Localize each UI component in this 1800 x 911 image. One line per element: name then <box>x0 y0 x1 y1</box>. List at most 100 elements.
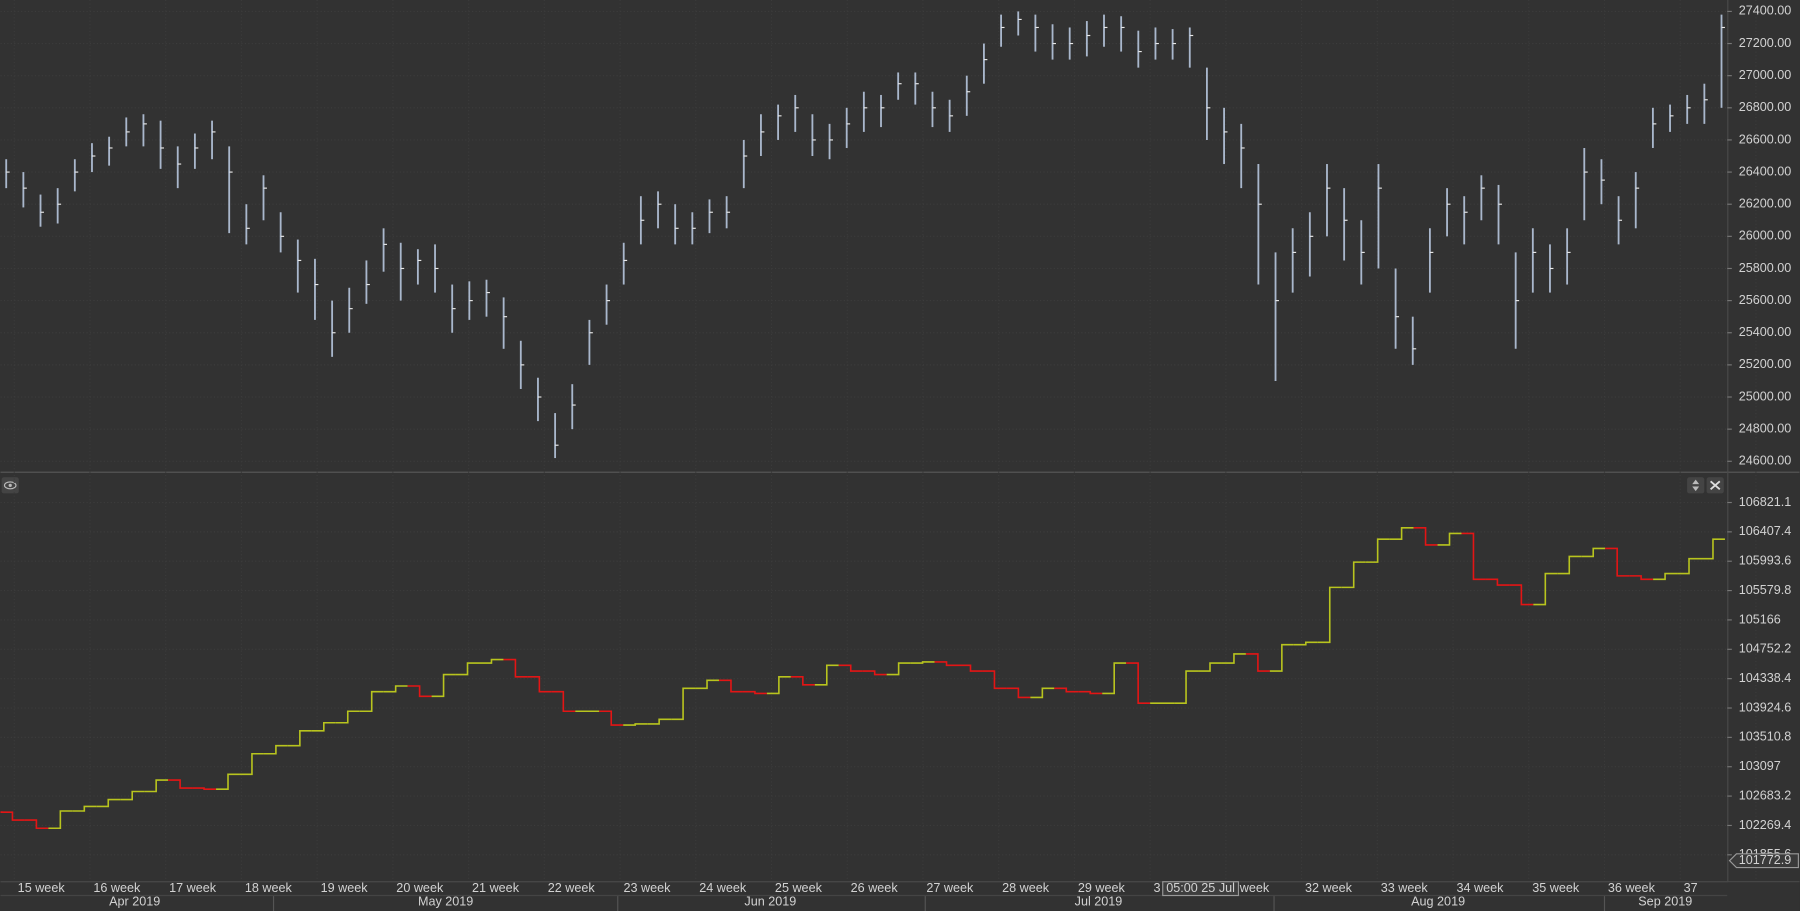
equity-segment <box>790 676 815 686</box>
equity-segment <box>1030 687 1055 699</box>
month-label: Jul 2019 <box>1075 895 1123 909</box>
week-label: 22 week <box>548 881 596 895</box>
month-label: Apr 2019 <box>109 895 160 909</box>
y-tick-label: 26200.00 <box>1739 197 1792 211</box>
equity-segment <box>335 710 360 724</box>
y-tick-label: 106407.4 <box>1739 524 1792 538</box>
equity-segment <box>1078 690 1103 695</box>
eye-icon <box>3 481 17 490</box>
y-tick-label: 103924.6 <box>1739 700 1792 714</box>
equity-segment <box>1174 670 1199 704</box>
week-label: 37 <box>1684 881 1698 895</box>
equity-segment <box>695 679 720 690</box>
week-label: 36 week <box>1608 881 1656 895</box>
y-tick-label: 27400.00 <box>1739 4 1792 18</box>
equity-segment <box>72 805 97 812</box>
equity-segment <box>599 710 624 726</box>
crosshair-label: 05:00 25 Jul <box>1166 881 1235 895</box>
equity-segment <box>1389 526 1414 541</box>
y-tick-label: 25600.00 <box>1739 293 1792 307</box>
equity-segment <box>431 673 456 698</box>
equity-segment <box>168 779 193 789</box>
marker-label: 101772.9 <box>1739 853 1792 867</box>
week-label: 19 week <box>321 881 369 895</box>
equity-segment <box>527 676 552 693</box>
axis-corner <box>1727 882 1800 911</box>
y-tick-label: 25400.00 <box>1739 325 1792 339</box>
equity-segment <box>1677 557 1702 575</box>
week-label: 28 week <box>1002 881 1050 895</box>
week-label: 32 week <box>1305 881 1353 895</box>
close-icon <box>1710 480 1721 491</box>
equity-segment <box>958 664 983 672</box>
y-tick-label: 26600.00 <box>1739 132 1792 146</box>
eye-pupil <box>8 483 12 487</box>
equity-segment <box>287 729 312 747</box>
week-label: 17 week <box>169 881 217 895</box>
resize-icon <box>1692 479 1700 492</box>
week-label: 16 week <box>93 881 141 895</box>
equity-segment <box>1102 662 1127 695</box>
equity-segment <box>766 676 791 695</box>
label-layer: 24600.00 24800.00 25000.00 25200.00 25400.00… <box>18 4 1800 911</box>
month-label: Aug 2019 <box>1411 895 1465 909</box>
equity-segment <box>1126 662 1151 704</box>
close-button[interactable] <box>1706 477 1724 494</box>
equity-segment <box>1437 532 1462 546</box>
y-tick-label: 26800.00 <box>1739 100 1792 114</box>
y-tick-label: 25200.00 <box>1739 357 1792 371</box>
eye-button[interactable] <box>1 477 19 494</box>
equity-segment <box>1509 584 1534 606</box>
week-label: 23 week <box>623 881 671 895</box>
equity-segment <box>1485 578 1510 586</box>
equity-segment <box>934 661 959 667</box>
equity-segment <box>719 679 743 693</box>
equity-segment <box>311 721 336 732</box>
resize-button-bg[interactable] <box>1687 477 1705 494</box>
equity-segment <box>1341 561 1366 589</box>
y-tick-label: 105993.6 <box>1739 554 1792 568</box>
equity-segment <box>814 664 839 686</box>
y-tick-label: 26400.00 <box>1739 164 1792 178</box>
y-tick-label: 25800.00 <box>1739 261 1792 275</box>
equity-segment <box>1653 572 1678 581</box>
week-label: 29 week <box>1078 881 1126 895</box>
equity-segment <box>910 661 935 664</box>
week-label: 21 week <box>472 881 520 895</box>
equity-segment <box>1461 532 1486 581</box>
y-tick-label: 105166 <box>1739 612 1781 626</box>
y-tick-label: 24600.00 <box>1739 454 1792 468</box>
resize-button[interactable] <box>1687 477 1705 494</box>
crosshair-box <box>1162 881 1240 897</box>
equity-segment <box>24 819 49 830</box>
equity-segment <box>623 723 648 726</box>
equity-segment <box>239 752 264 776</box>
week-label: 35 week <box>1532 881 1580 895</box>
equity-segment <box>1557 555 1582 575</box>
equity-segment <box>1533 572 1558 606</box>
month-label: Jun 2019 <box>744 895 796 909</box>
week-label: 20 week <box>396 881 444 895</box>
y-tick-label: 103097 <box>1739 759 1781 773</box>
equity-segment <box>862 670 887 676</box>
equity-segment <box>263 744 288 755</box>
y-tick-label: 104752.2 <box>1739 642 1792 656</box>
equity-segment <box>1605 547 1630 577</box>
equity-segment <box>1006 687 1031 699</box>
equity-segment <box>1317 586 1342 644</box>
equity-segment <box>838 664 863 672</box>
equity-segment <box>1221 653 1246 664</box>
equity-segment <box>1365 538 1390 563</box>
equity-segment <box>551 690 576 713</box>
week-label: 25 week <box>775 881 823 895</box>
equity-segment <box>120 790 145 801</box>
equity-segment <box>1581 547 1606 558</box>
equity-segment <box>1293 641 1318 646</box>
week-label: 34 week <box>1456 881 1504 895</box>
y-tick-label: 102683.2 <box>1739 788 1792 802</box>
y-tick-label: 25000.00 <box>1739 389 1792 403</box>
equity-segment <box>982 670 1007 690</box>
equity-segment <box>48 810 73 830</box>
equity-segment <box>144 779 169 793</box>
equity-segment <box>1245 653 1270 672</box>
